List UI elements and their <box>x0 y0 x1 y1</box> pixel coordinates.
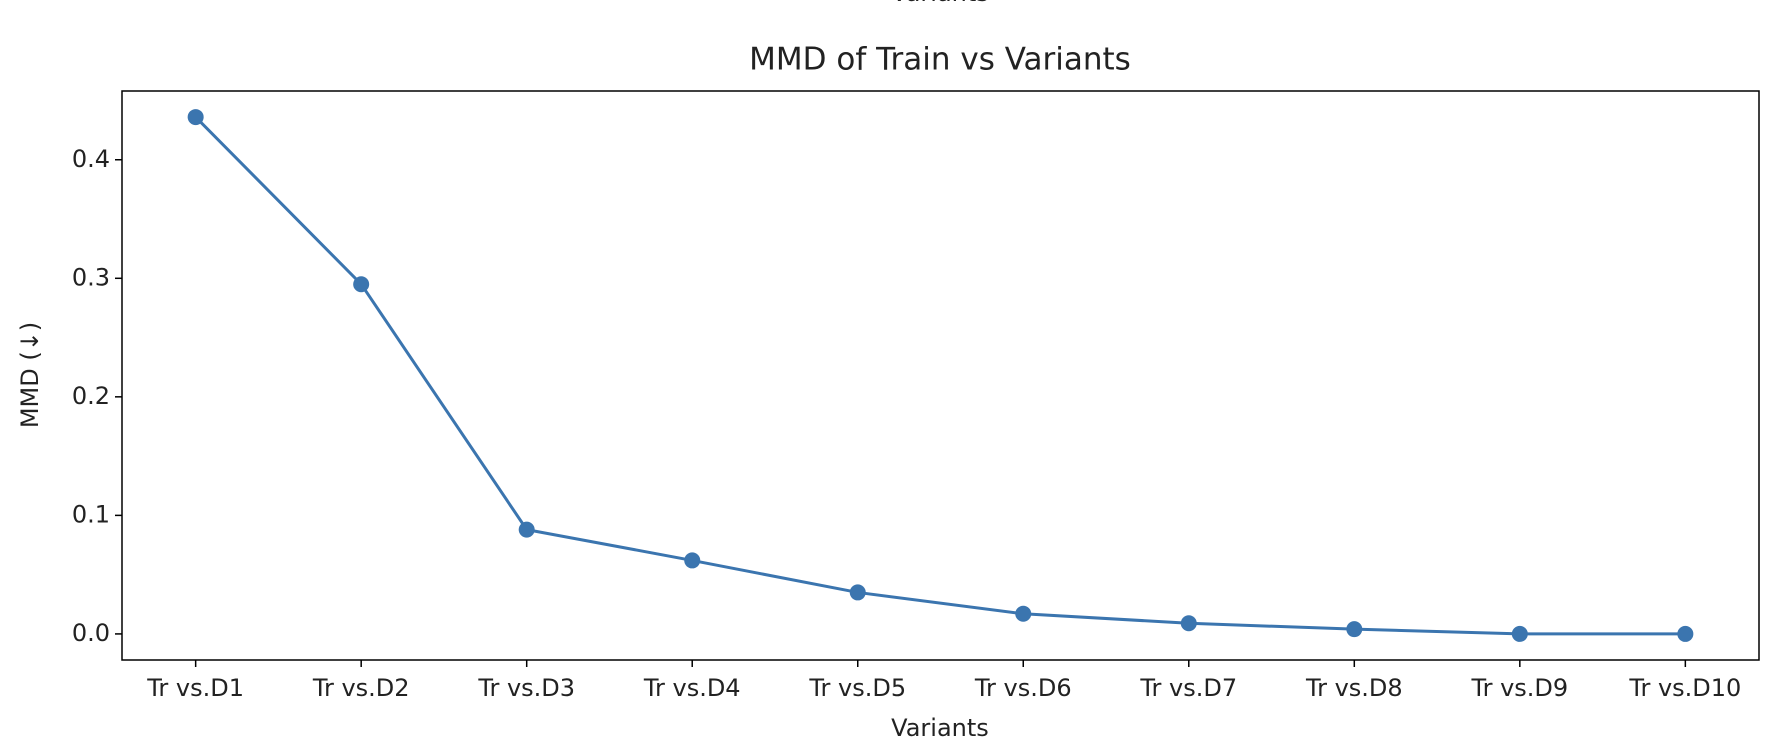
x-tick-label: Tr vs.D5 <box>808 674 906 702</box>
x-tick-label: Tr vs.D9 <box>1470 674 1568 702</box>
y-tick-label: 0.2 <box>72 382 110 410</box>
x-tick-label: Tr vs.D4 <box>643 674 741 702</box>
y-axis-label: MMD (↓) <box>16 322 44 428</box>
y-tick-label: 0.1 <box>72 500 110 528</box>
data-point <box>1180 615 1197 632</box>
cropped-label: Variants <box>891 0 989 7</box>
data-line <box>194 116 1686 636</box>
data-point <box>353 276 370 293</box>
data-point <box>1677 625 1694 642</box>
y-tick-label: 0.3 <box>72 263 110 291</box>
x-tick-label: Tr vs.D1 <box>146 674 244 702</box>
x-tick-label: Tr vs.D7 <box>1139 674 1237 702</box>
x-axis-label: Variants <box>891 714 989 742</box>
data-point <box>1346 621 1363 638</box>
data-point <box>849 584 866 601</box>
data-point <box>518 521 535 538</box>
data-point <box>1511 625 1528 642</box>
data-point <box>684 552 701 569</box>
plot-frame <box>121 90 1760 661</box>
x-tick-label: Tr vs.D10 <box>1628 674 1741 702</box>
data-point <box>187 109 204 126</box>
x-tick-label: Tr vs.D2 <box>312 674 410 702</box>
y-tick-label: 0.4 <box>72 145 110 173</box>
x-tick-label: Tr vs.D6 <box>974 674 1072 702</box>
data-point <box>1015 605 1032 622</box>
chart-title: MMD of Train vs Variants <box>749 42 1131 78</box>
y-tick-label: 0.0 <box>72 619 110 647</box>
x-tick-label: Tr vs.D3 <box>477 674 575 702</box>
x-tick-label: Tr vs.D8 <box>1305 674 1403 702</box>
